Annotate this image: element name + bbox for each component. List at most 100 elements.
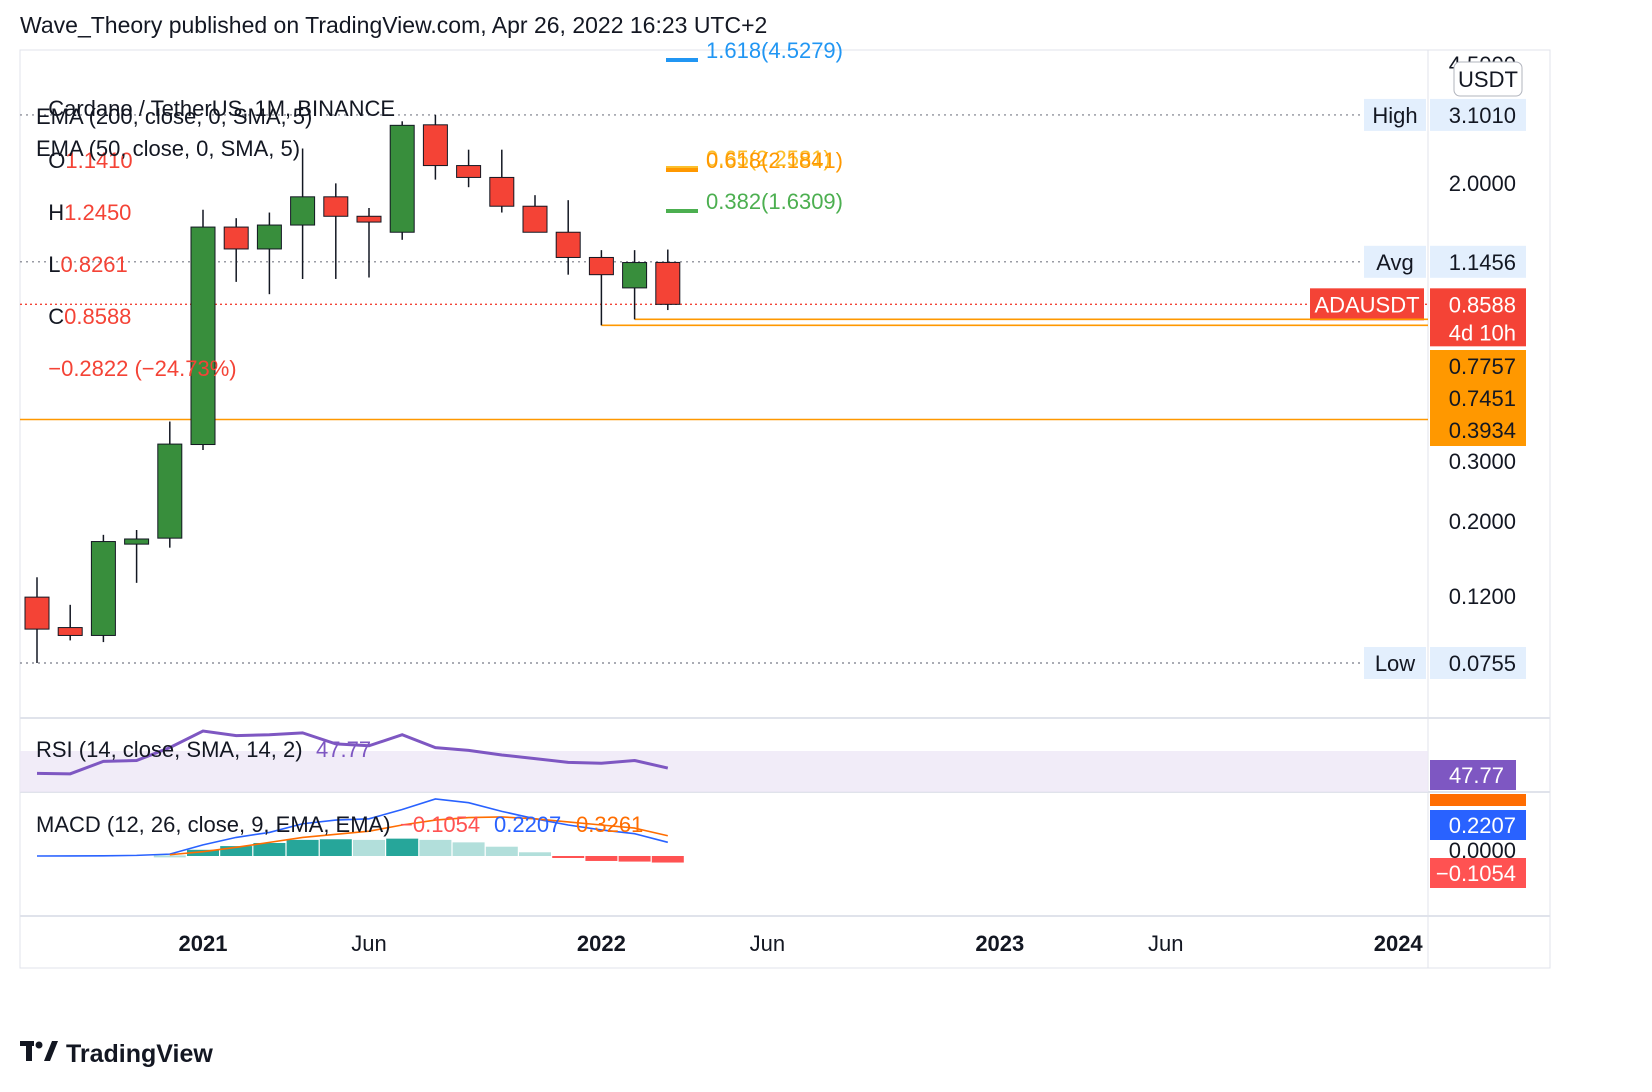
candle[interactable] xyxy=(356,208,382,278)
support-price-label: 0.3934 xyxy=(1449,418,1516,443)
candle-body xyxy=(24,596,50,630)
candle[interactable] xyxy=(655,249,681,311)
close-label: C xyxy=(48,304,65,329)
candle[interactable] xyxy=(422,114,448,180)
support-price-label: 0.7757 xyxy=(1449,354,1516,379)
candle-body xyxy=(256,224,282,250)
candle-body xyxy=(57,627,83,636)
macd-hist-bar xyxy=(485,846,518,856)
macd-hist-bar xyxy=(452,842,485,856)
candle[interactable] xyxy=(57,604,83,641)
low-price: 0.0755 xyxy=(1449,651,1516,676)
candle[interactable] xyxy=(190,209,216,450)
footer-brand[interactable]: TradingView xyxy=(20,1038,213,1070)
candle-body xyxy=(422,124,448,167)
close-value: 0.8588 xyxy=(64,304,132,329)
candle-body xyxy=(290,196,316,226)
rsi-line[interactable] xyxy=(36,729,669,776)
change-value: −0.2822 (−24.73%) xyxy=(48,356,237,381)
macd-signal-price-bg xyxy=(1430,794,1526,806)
low-price-bg xyxy=(1430,647,1526,679)
candle-body xyxy=(90,541,116,636)
rsi-pane[interactable]: RSI (14, close, SMA, 14, 2) 47.77 xyxy=(20,729,1428,792)
fib-levels: 1.618(4.5279) 0.65(2.2581)0.618(2.1841) 0.… xyxy=(666,38,843,214)
last-price: 0.8588 xyxy=(1449,292,1516,317)
chart-border xyxy=(19,49,1551,969)
candle[interactable] xyxy=(223,218,249,282)
high-tag: High xyxy=(1372,103,1417,128)
rsi-band xyxy=(20,751,1428,792)
macd-title: MACD (12, 26, close, 9, EMA, EMA) xyxy=(36,812,391,837)
macd-hist-bar xyxy=(319,839,352,856)
low-label: L xyxy=(48,252,61,277)
open-label: O xyxy=(48,148,66,173)
x-tick-label: 2023 xyxy=(975,931,1024,956)
high-price: 3.1010 xyxy=(1449,103,1516,128)
candle-body xyxy=(124,538,150,545)
candle[interactable] xyxy=(522,195,548,233)
candles-group[interactable] xyxy=(24,114,681,663)
high-price-bg xyxy=(1430,98,1526,131)
macd-hist-bar xyxy=(552,856,585,858)
candle[interactable] xyxy=(456,149,482,188)
candle[interactable] xyxy=(323,183,349,279)
candle[interactable] xyxy=(389,121,415,240)
symbol-name: Cardano / TetherUS, 1M, BINANCE xyxy=(48,96,396,121)
x-tick-label: Jun xyxy=(1148,931,1183,956)
candle-body xyxy=(389,124,415,233)
candle[interactable] xyxy=(290,148,316,279)
macd-hist-bar xyxy=(386,838,419,856)
avg-tag: Avg xyxy=(1376,250,1414,275)
rsi-price: 47.77 xyxy=(1449,763,1504,788)
low-tag-bg xyxy=(1364,647,1426,679)
symbol-tag-bg xyxy=(1310,288,1424,321)
currency-badge-bg[interactable] xyxy=(1453,61,1523,97)
price-levels: High Avg ADAUSDT Low xyxy=(20,98,1428,679)
candle-body xyxy=(522,205,548,233)
candle[interactable] xyxy=(124,529,150,583)
candle-body xyxy=(223,226,249,250)
candle[interactable] xyxy=(622,250,648,320)
candle[interactable] xyxy=(90,534,116,643)
candle-body xyxy=(489,176,515,207)
candle[interactable] xyxy=(489,149,515,213)
publish-header: Wave_Theory published on TradingView.com… xyxy=(20,12,768,38)
ema50-legend[interactable]: EMA (50, close, 0, SMA, 5) xyxy=(36,136,301,161)
macd-hist-bar xyxy=(618,856,651,862)
candle[interactable] xyxy=(256,212,282,295)
macd-hist-bar xyxy=(585,856,618,861)
time-axis[interactable]: 2021 Jun 2022 Jun 2023 Jun 2024 xyxy=(179,931,1424,956)
candle[interactable] xyxy=(24,577,50,663)
low-tag: Low xyxy=(1375,651,1415,676)
x-tick-label: 2024 xyxy=(1374,931,1424,956)
y-tick-label: 0.3000 xyxy=(1449,449,1516,474)
candle-body xyxy=(655,261,681,305)
rsi-value: 47.77 xyxy=(316,737,371,762)
macd-pane[interactable]: MACD (12, 26, close, 9, EMA, EMA) −0.1054… xyxy=(36,798,684,863)
last-price-bg xyxy=(1430,288,1526,347)
macd-line[interactable] xyxy=(36,798,669,857)
candle[interactable] xyxy=(588,250,614,326)
candle[interactable] xyxy=(157,421,183,548)
rsi-price-bg xyxy=(1430,760,1516,790)
ema200-legend[interactable]: EMA (200, close, 0, SMA, 5) xyxy=(36,104,313,129)
y-tick-label: 0.1200 xyxy=(1449,584,1516,609)
high-label: H xyxy=(48,200,65,225)
rsi-title: RSI (14, close, SMA, 14, 2) xyxy=(36,737,303,762)
price-axis[interactable]: 3.1010 1.1456 0.8588 4d 10h 0.0755 0.7757 0.74… xyxy=(1430,52,1526,888)
avg-tag-bg xyxy=(1364,245,1426,278)
fib-label: 0.382(1.6309) xyxy=(706,189,843,214)
symbol-tag: ADAUSDT xyxy=(1314,292,1419,317)
macd-hist-price-bg xyxy=(1430,858,1526,888)
candle[interactable] xyxy=(555,200,581,275)
signal-line[interactable] xyxy=(169,816,668,856)
x-tick-label: Jun xyxy=(750,931,785,956)
footer-brand-text: TradingView xyxy=(66,1039,213,1068)
fib-label: 1.618(4.5279) xyxy=(706,38,843,63)
support-price-bg xyxy=(1430,382,1526,414)
candle-body xyxy=(456,165,482,178)
fib-label: 0.618(2.1841) xyxy=(706,148,843,173)
macd-hist-bar xyxy=(519,852,551,856)
open-value: 1.1410 xyxy=(65,148,133,173)
